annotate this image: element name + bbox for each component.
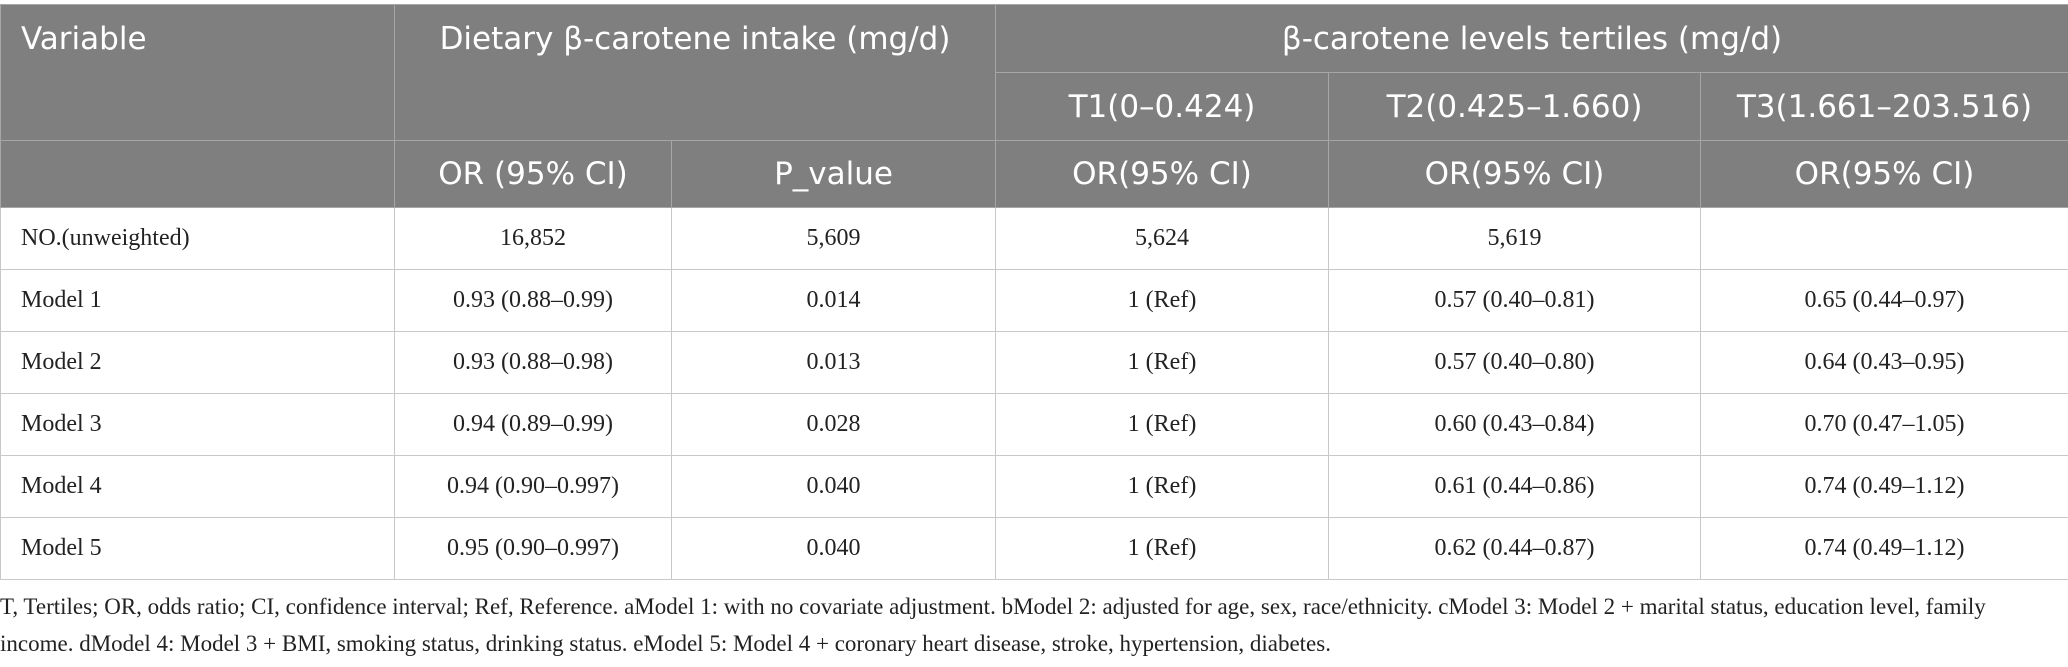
- table-cell: 0.93 (0.88–0.99): [394, 269, 672, 332]
- table-cell: 1 (Ref): [995, 517, 1329, 580]
- header-cell: OR(95% CI): [1699, 140, 2068, 208]
- header-row: OR (95% CI) P_value OR(95% CI) OR(95% CI) OR…: [0, 140, 2068, 208]
- table-cell: 0.65 (0.44–0.97): [1699, 269, 2068, 332]
- table-row: Model 4 0.94 (0.90–0.997) 0.040 1 (Ref) 0.61…: [0, 455, 2068, 518]
- table-cell: 0.74 (0.49–1.12): [1699, 517, 2068, 580]
- table-cell: Model 2: [0, 331, 395, 394]
- table-cell: 1 (Ref): [995, 331, 1329, 394]
- table-cell: 0.028: [671, 393, 996, 456]
- table-cell: 5,624: [995, 207, 1329, 270]
- table-cell: [1699, 207, 2068, 270]
- table-cell: 0.013: [671, 331, 996, 394]
- table-cell: 0.64 (0.43–0.95): [1699, 331, 2068, 394]
- table-cell: 0.94 (0.89–0.99): [394, 393, 672, 456]
- table-cell: 0.040: [671, 517, 996, 580]
- table-cell: 0.014: [671, 269, 996, 332]
- table-cell: Model 3: [0, 393, 395, 456]
- table-cell: 0.70 (0.47–1.05): [1699, 393, 2068, 456]
- header-cell: T3(1.661–203.516): [1699, 72, 2068, 141]
- table-cell: 0.60 (0.43–0.84): [1328, 393, 1701, 456]
- table-row: NO.(unweighted) 16,852 5,609 5,624 5,619: [0, 207, 2068, 270]
- table-cell: 0.61 (0.44–0.86): [1328, 455, 1701, 518]
- table-cell: 5,609: [671, 207, 996, 270]
- table-row: Model 3 0.94 (0.89–0.99) 0.028 1 (Ref) 0.60 …: [0, 393, 2068, 456]
- header-cell: Dietary β-carotene intake (mg/d): [394, 4, 996, 141]
- table-cell: 0.93 (0.88–0.98): [394, 331, 672, 394]
- data-table: Variable Dietary β-carotene intake (mg/d…: [0, 4, 2068, 580]
- table-cell: 16,852: [394, 207, 672, 270]
- table-cell: 0.74 (0.49–1.12): [1699, 455, 2068, 518]
- table-cell: 0.95 (0.90–0.997): [394, 517, 672, 580]
- table-cell: Model 4: [0, 455, 395, 518]
- table-cell: 5,619: [1328, 207, 1701, 270]
- table-cell: Model 1: [0, 269, 395, 332]
- table-cell: 0.62 (0.44–0.87): [1328, 517, 1701, 580]
- table-cell: NO.(unweighted): [0, 207, 395, 270]
- header-cell: OR(95% CI): [995, 140, 1329, 208]
- header-cell: T2(0.425–1.660): [1328, 72, 1701, 141]
- table-cell: 1 (Ref): [995, 393, 1329, 456]
- header-cell: [0, 140, 395, 208]
- table-cell: 0.040: [671, 455, 996, 518]
- table-row: Model 1 0.93 (0.88–0.99) 0.014 1 (Ref) 0.57 …: [0, 269, 2068, 332]
- header-cell: β-carotene levels tertiles (mg/d): [994, 4, 2068, 73]
- table-cell: 0.57 (0.40–0.80): [1328, 331, 1701, 394]
- header-cell: P_value: [671, 140, 996, 208]
- header-cell: T1(0–0.424): [995, 72, 1329, 141]
- table-row: Model 2 0.93 (0.88–0.98) 0.013 1 (Ref) 0.57 …: [0, 331, 2068, 394]
- table-row: Model 5 0.95 (0.90–0.997) 0.040 1 (Ref) 0.62…: [0, 517, 2068, 580]
- header-cell: OR (95% CI): [394, 140, 672, 208]
- footnote: T, Tertiles; OR, odds ratio; CI, confide…: [0, 594, 1986, 656]
- header-cell: OR(95% CI): [1328, 140, 1701, 208]
- table-cell: 0.94 (0.90–0.997): [394, 455, 672, 518]
- header-cell: Variable: [0, 4, 395, 141]
- table-cell: Model 5: [0, 517, 395, 580]
- table-cell: 1 (Ref): [995, 455, 1329, 518]
- table-cell: 1 (Ref): [995, 269, 1329, 332]
- table-body: NO.(unweighted) 16,852 5,609 5,624 5,619 Mode…: [0, 207, 2068, 580]
- table-cell: 0.57 (0.40–0.81): [1328, 269, 1701, 332]
